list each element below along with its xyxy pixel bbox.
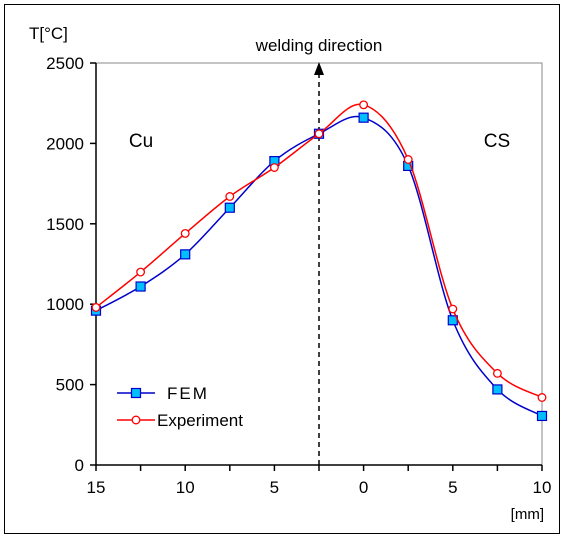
data-point-experiment <box>448 304 458 314</box>
data-point-experiment <box>492 368 502 378</box>
x-tick-label: 0 <box>359 478 368 497</box>
x-tick-label: 5 <box>448 478 457 497</box>
y-tick-label: 1500 <box>46 215 84 234</box>
region-label-cs: CS <box>484 131 510 152</box>
legend-label-fem: FEM <box>167 384 209 403</box>
welding-direction-arrowhead <box>314 62 324 75</box>
y-tick-label: 1000 <box>46 295 84 314</box>
welding-direction-label: welding direction <box>255 36 383 55</box>
data-point-fem <box>358 112 369 123</box>
y-tick-label: 500 <box>56 376 84 395</box>
region-label-cu: Cu <box>129 131 153 152</box>
data-point-experiment <box>359 100 369 110</box>
x-tick-label: 10 <box>176 478 195 497</box>
x-axis-unit-label: [mm] <box>511 506 544 523</box>
series-line-experiment <box>95 103 543 399</box>
x-tick-label: 15 <box>87 478 106 497</box>
chart-frame: 0 500 1000 1500 2000 2500 15 10 5 0 5 10 T[°C] [mm] Cu… <box>4 4 560 534</box>
y-tick-label: 2500 <box>46 54 84 73</box>
legend-marker-fem <box>130 387 142 399</box>
data-point-experiment <box>225 192 235 201</box>
data-point-experiment <box>269 163 279 172</box>
data-point-fem <box>536 410 548 422</box>
legend-marker-experiment <box>131 415 141 425</box>
data-point-fem <box>224 202 235 213</box>
x-tick-label: 10 <box>533 478 552 497</box>
data-point-experiment <box>91 302 101 312</box>
data-point-experiment <box>180 228 190 238</box>
x-tick-label: 5 <box>270 478 279 497</box>
data-point-fem <box>180 249 191 260</box>
data-point-experiment <box>314 129 324 139</box>
y-tick-label: 0 <box>75 456 84 475</box>
data-point-experiment <box>403 155 413 164</box>
line-chart: 0 500 1000 1500 2000 2500 15 10 5 0 5 10 T[°C] [mm] Cu… <box>29 24 552 523</box>
data-point-fem <box>135 281 146 292</box>
data-point-experiment <box>136 267 146 277</box>
data-point-fem <box>492 384 503 395</box>
y-axis-label: T[°C] <box>29 24 68 43</box>
legend-label-experiment: Experiment <box>157 411 243 430</box>
data-point-experiment <box>537 393 547 402</box>
y-tick-label: 2000 <box>46 134 84 153</box>
